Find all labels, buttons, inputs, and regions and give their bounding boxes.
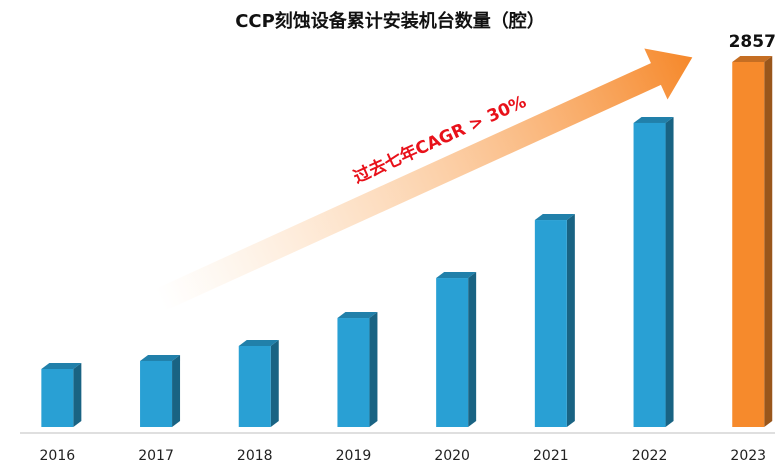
bar <box>534 220 567 427</box>
bar-side <box>172 354 181 427</box>
bar-top <box>41 362 82 369</box>
bar-side <box>665 116 674 428</box>
bar-top <box>436 272 477 279</box>
x-tick-label: 2023 <box>730 448 766 463</box>
bar-top <box>140 354 181 361</box>
bar-top <box>534 214 575 221</box>
bar <box>140 360 173 427</box>
bar <box>633 122 666 428</box>
x-tick-label: 2019 <box>336 448 372 463</box>
x-tick-label: 2021 <box>533 448 569 463</box>
bar <box>238 346 271 427</box>
bar-side <box>73 362 82 427</box>
bar-side <box>566 214 575 427</box>
x-tick-label: 2016 <box>40 448 76 463</box>
trend-arrow <box>155 48 693 311</box>
bar-side <box>369 312 378 427</box>
bar-top <box>238 340 279 347</box>
bar <box>337 318 370 427</box>
x-tick-label: 2018 <box>237 448 273 463</box>
bar-side <box>764 56 773 427</box>
chart-title: CCP刻蚀设备累计安装机台数量（腔） <box>235 10 545 32</box>
bar-top <box>337 312 378 319</box>
bar <box>732 62 765 427</box>
x-tick-label: 2022 <box>632 448 668 463</box>
bar-top <box>633 116 674 123</box>
x-tick-label: 2017 <box>138 448 174 463</box>
x-tick-label: 2020 <box>434 448 470 463</box>
bar-top <box>732 56 773 62</box>
bar <box>41 368 74 427</box>
bar-side <box>468 272 477 427</box>
data-label: 2857 <box>729 32 776 52</box>
bar <box>436 278 469 427</box>
bar-side <box>270 340 279 427</box>
